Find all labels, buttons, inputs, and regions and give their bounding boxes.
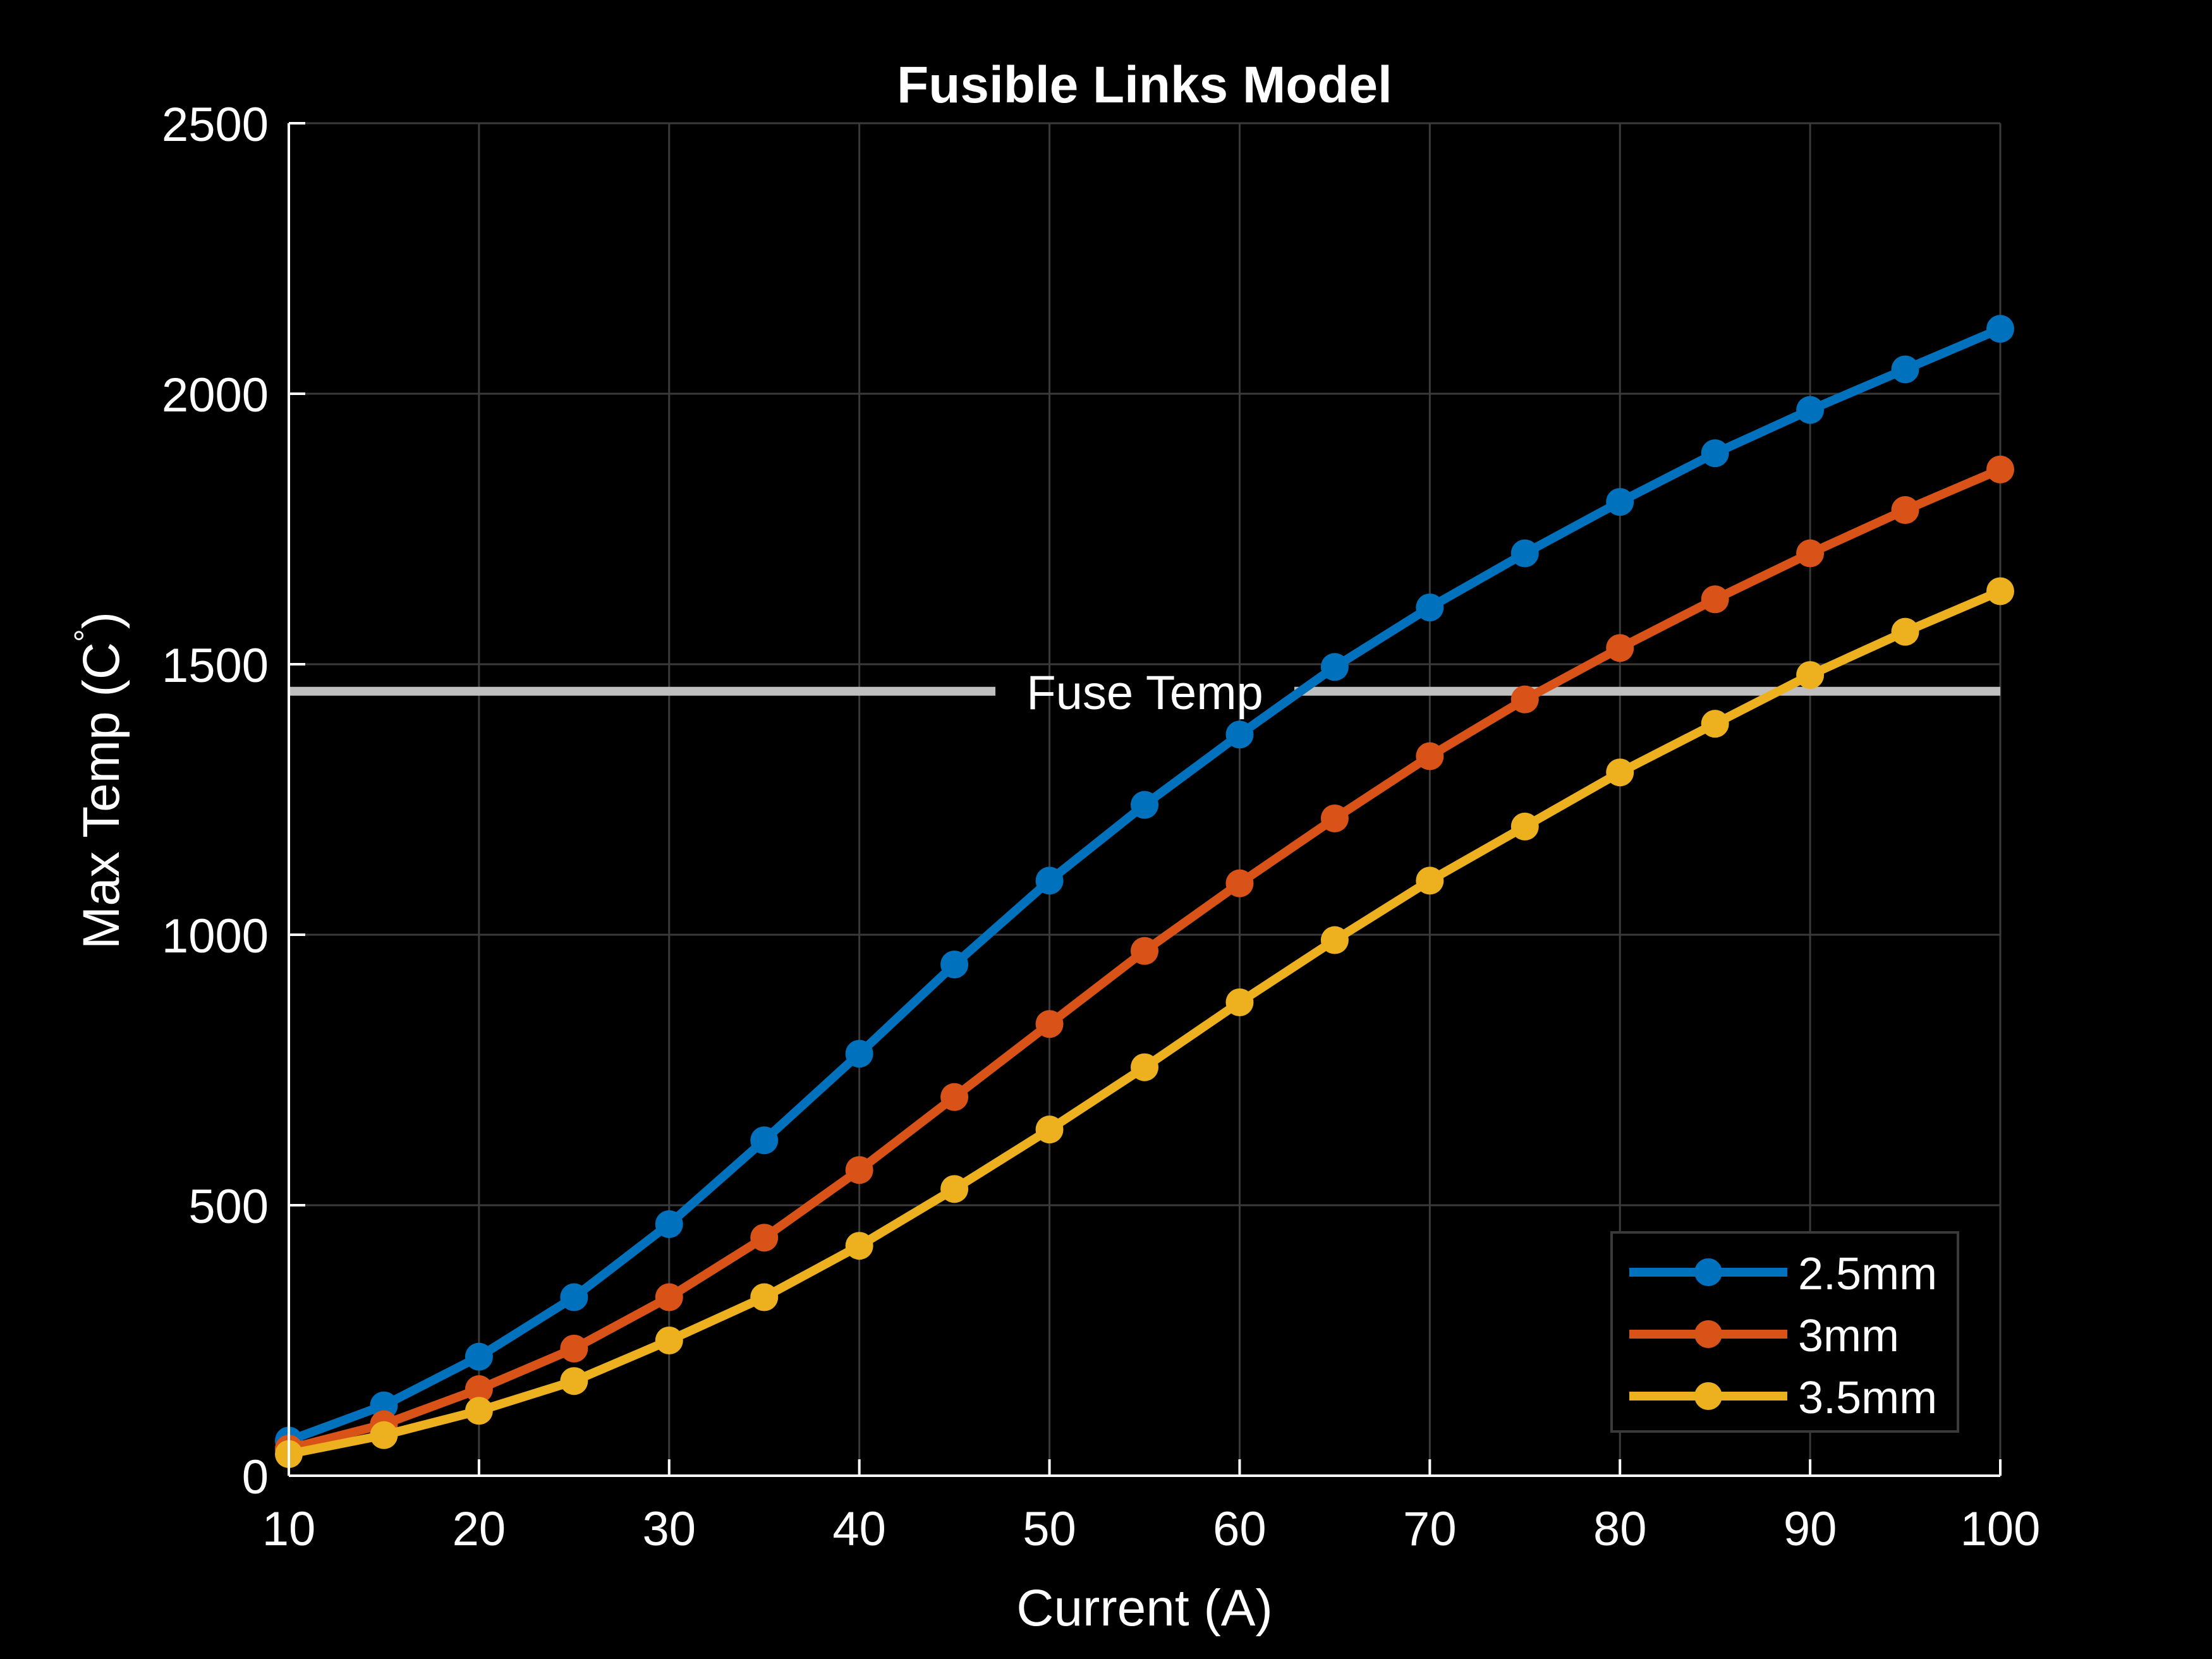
data-point-3mm (465, 1375, 493, 1404)
legend-label: 2.5mm (1798, 1249, 1937, 1299)
data-point-2.5mm (560, 1283, 588, 1311)
data-point-3.5mm (1891, 617, 1919, 646)
data-point-3.5mm (1416, 866, 1444, 895)
legend-swatch-marker (1694, 1320, 1722, 1348)
data-point-3mm (1035, 1010, 1064, 1038)
data-point-3mm (1986, 455, 2014, 483)
data-point-3.5mm (655, 1327, 683, 1354)
legend-swatch-marker (1694, 1258, 1722, 1286)
data-point-3mm (1510, 685, 1539, 714)
chart-title: Fusible Links Model (897, 56, 1392, 114)
data-point-2.5mm (1416, 593, 1444, 622)
y-tick-label: 2500 (162, 98, 269, 152)
data-point-3.5mm (1320, 926, 1349, 954)
data-point-3mm (940, 1083, 969, 1111)
data-point-3mm (1416, 742, 1444, 770)
data-point-2.5mm (750, 1126, 779, 1155)
data-point-2.5mm (1320, 653, 1349, 681)
legend-label: 3.5mm (1798, 1373, 1937, 1423)
data-point-2.5mm (845, 1040, 873, 1068)
data-point-3mm (1796, 539, 1825, 568)
x-tick-label: 90 (1784, 1502, 1837, 1556)
data-point-3.5mm (1606, 758, 1634, 787)
legend-label: 3mm (1798, 1311, 1899, 1361)
x-tick-label: 70 (1403, 1502, 1457, 1556)
data-point-3.5mm (750, 1283, 779, 1311)
y-tick-label: 1500 (162, 639, 269, 693)
data-point-3.5mm (1510, 812, 1539, 841)
fuse-temp-label: Fuse Temp (1026, 666, 1263, 720)
data-point-2.5mm (1606, 488, 1634, 516)
y-axis-label-text: Max Temp (C (73, 642, 130, 949)
data-point-2.5mm (1035, 866, 1064, 895)
x-tick-label: 20 (453, 1502, 506, 1556)
legend: 2.5mm 3mm 3.5mm (1610, 1231, 1959, 1433)
y-axis-label: Max Temp (C°) (68, 612, 130, 949)
x-tick-label: 50 (1023, 1502, 1076, 1556)
data-point-3mm (750, 1224, 779, 1252)
data-point-3.5mm (1131, 1053, 1158, 1081)
data-point-2.5mm (1510, 539, 1539, 568)
legend-swatch-marker (1694, 1382, 1722, 1410)
data-point-2.5mm (465, 1342, 493, 1371)
data-point-3.5mm (940, 1175, 969, 1203)
data-point-3mm (1891, 496, 1919, 525)
data-point-2.5mm (1796, 396, 1825, 424)
data-point-3.5mm (1701, 710, 1729, 738)
data-point-3mm (1225, 869, 1254, 897)
data-point-3.5mm (1986, 577, 2014, 605)
data-point-3.5mm (370, 1421, 398, 1449)
data-point-2.5mm (655, 1210, 683, 1238)
x-tick-label: 40 (832, 1502, 886, 1556)
data-point-2.5mm (1986, 315, 2014, 343)
tick-labels: 10 20 30 40 50 60 70 80 90 1000500100015002000250… (162, 98, 2040, 1556)
data-point-2.5mm (1891, 355, 1919, 384)
y-tick-label: 2000 (162, 368, 269, 422)
svg-text:Max Temp (C°): Max Temp (C°) (68, 612, 130, 949)
data-point-3.5mm (560, 1367, 588, 1395)
data-point-3mm (560, 1334, 588, 1363)
data-point-3mm (1131, 937, 1158, 965)
y-axis-label-close: ) (73, 612, 130, 629)
data-point-3mm (1320, 804, 1349, 832)
x-axis-label: Current (A) (1016, 1579, 1273, 1637)
y-tick-label: 0 (242, 1450, 269, 1504)
axes (288, 122, 2002, 1477)
data-point-2.5mm (1701, 439, 1729, 468)
data-point-3.5mm (1796, 661, 1825, 690)
data-point-3.5mm (845, 1232, 873, 1260)
data-point-3.5mm (1225, 988, 1254, 1016)
x-tick-label: 10 (262, 1502, 316, 1556)
series-group (275, 315, 2014, 1468)
data-point-2.5mm (940, 951, 969, 979)
y-tick-label: 500 (188, 1180, 269, 1234)
data-point-3mm (845, 1156, 873, 1184)
data-point-3mm (655, 1283, 683, 1311)
x-tick-label: 30 (643, 1502, 696, 1556)
x-tick-label: 100 (1960, 1502, 2041, 1556)
x-tick-label: 60 (1213, 1502, 1267, 1556)
data-point-3mm (1606, 634, 1634, 662)
data-point-3.5mm (1035, 1115, 1064, 1144)
data-point-3mm (1701, 585, 1729, 614)
y-tick-label: 1000 (162, 909, 269, 963)
x-tick-label: 80 (1593, 1502, 1647, 1556)
reference-line-group: Fuse Temp (289, 666, 2000, 720)
data-point-3.5mm (465, 1397, 493, 1425)
data-point-2.5mm (1131, 791, 1158, 819)
y-axis-label-superscript: ° (68, 629, 105, 642)
data-point-2.5mm (1225, 720, 1254, 749)
